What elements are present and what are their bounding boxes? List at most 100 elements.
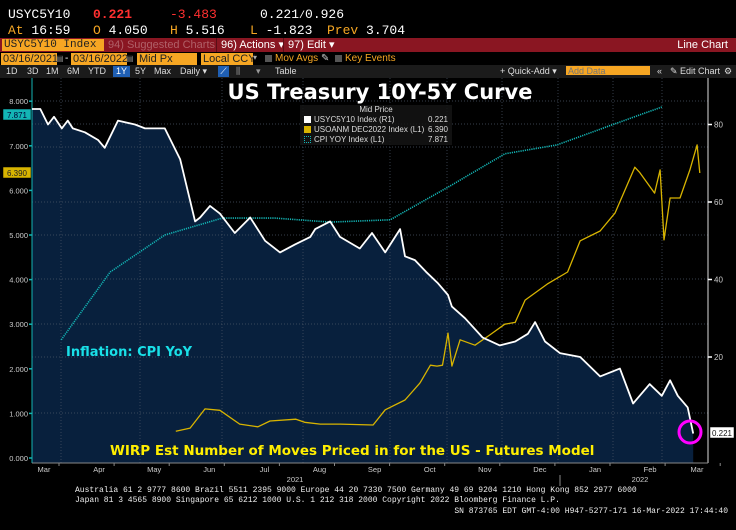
ticker: USYC5Y10 (8, 7, 71, 22)
x-tick-label: Dec (533, 465, 547, 474)
suggested-charts-button[interactable]: 94) Suggested Charts (108, 39, 216, 51)
x-tick-label: Mar (691, 465, 704, 474)
collapse-icon[interactable]: « (657, 66, 663, 76)
chart-type-label: Line Chart (677, 39, 728, 51)
high-value: 5.516 (185, 23, 225, 38)
legend-item[interactable]: USYC5Y10 Index (R1) 0.221 (304, 115, 448, 125)
legend-item[interactable]: USOANM DEC2022 Index (L1) 6.390 (304, 125, 448, 135)
year-label: 2021 (287, 475, 304, 484)
bar-chart-icon[interactable]: ⫼ (236, 66, 241, 76)
x-tick-label: Jul (260, 465, 270, 474)
left-tick-label: 6.000 (9, 186, 28, 195)
checkbox-icon[interactable] (265, 54, 272, 62)
white-swatch-icon (304, 116, 311, 124)
prev-value: 3.704 (366, 23, 406, 38)
high-label: H (170, 23, 178, 38)
pencil-icon[interactable]: ✎ (320, 53, 330, 64)
legend-axis: (L1) (370, 135, 385, 144)
range-button-1d[interactable]: 1D (6, 66, 18, 76)
mov-avgs-toggle[interactable]: Mov Avgs ✎ (265, 53, 329, 64)
price-field-select[interactable]: Mid Px (137, 53, 197, 65)
key-events-label: Key Events (345, 53, 396, 64)
legend-series-name: CPI YOY Index (314, 135, 368, 144)
tag-value: 6.390 (7, 169, 28, 178)
line-chart-icon[interactable]: ⟋ (218, 66, 229, 77)
currency-select[interactable]: Local CCY (201, 53, 256, 65)
low-field: L -1.823 (250, 23, 312, 38)
left-tick-label: 7.000 (9, 142, 28, 151)
x-tick-label: Oct (424, 465, 437, 474)
frequency-select[interactable]: Daily ▾ (180, 66, 208, 76)
security-input[interactable]: USYC5Y10 Index (2, 39, 104, 51)
key-events-toggle[interactable]: Key Events (335, 53, 396, 64)
low-value: -1.823 (265, 23, 313, 38)
legend-header: Mid Price (359, 105, 393, 114)
range-button-max[interactable]: Max (154, 66, 172, 76)
open-field: O 4.050 (93, 23, 148, 38)
x-tick-label: Feb (644, 465, 657, 474)
range-button-6m[interactable]: 6M (67, 66, 80, 76)
footer-contacts-2: Japan 81 3 4565 8900 Singapore 65 6212 1… (75, 496, 560, 505)
left-tick-label: 3.000 (9, 320, 28, 329)
date-dash: - (65, 53, 69, 64)
actions-menu[interactable]: 96) Actions ▾ (216, 38, 284, 52)
legend-item[interactable]: CPI YOY Index (L1) 7.871 (304, 135, 448, 145)
range-button-ytd[interactable]: YTD (88, 66, 106, 76)
edit-menu[interactable]: 97) Edit ▾ (283, 38, 335, 52)
wirp-moves-line (175, 144, 701, 432)
wirp-last-value-tag: 6.390 (2, 166, 32, 179)
x-tick-label: Mar (38, 465, 51, 474)
range-button-1y[interactable]: 1Y (113, 66, 131, 77)
x-tick-label: Apr (93, 465, 105, 474)
dotted-swatch-icon (304, 136, 311, 144)
left-tick-label: 0.000 (9, 454, 28, 463)
highlight-circle (677, 419, 703, 445)
prev-field: Prev 3.704 (327, 23, 405, 38)
legend-axis: (R1) (378, 115, 395, 124)
area-fill (32, 109, 694, 463)
x-tick-label: Aug (313, 465, 326, 474)
gear-icon[interactable]: ⚙ (724, 66, 733, 76)
last-price: 0.221 (93, 7, 133, 22)
footer-session: SN 873765 EDT GMT-4:00 H947-5277-171 16-… (454, 507, 728, 516)
year-label: 2022 (632, 475, 649, 484)
x-tick-label: Nov (478, 465, 492, 474)
open-label: O (93, 23, 101, 38)
cpi-yoy-line (60, 106, 663, 341)
right-tick-label: 60 (714, 198, 723, 207)
edit-chart-button[interactable]: ✎ Edit Chart (670, 66, 721, 76)
tag-value: 0.221 (712, 429, 733, 438)
chevron-down-icon[interactable]: ▾ (256, 66, 261, 76)
range-button-5y[interactable]: 5Y (135, 66, 147, 76)
legend-series-name: USOANM DEC2022 Index (314, 125, 408, 134)
quick-add-button[interactable]: + Quick-Add ▾ (500, 66, 557, 76)
x-tick-label: May (147, 465, 161, 474)
end-date-input[interactable]: 03/16/2022 (71, 53, 129, 65)
left-tick-label: 2.000 (9, 365, 28, 374)
legend-series-name: USYC5Y10 Index (314, 115, 377, 124)
bid-ask: 0.221/0.926 (260, 7, 344, 22)
mov-avgs-label: Mov Avgs (275, 53, 319, 64)
chart-legend: Mid Price USYC5Y10 Index (R1) 0.221 USOAN… (300, 105, 452, 145)
chart-title: US Treasury 10Y-5Y Curve (228, 80, 533, 104)
left-tick-label: 1.000 (9, 409, 28, 418)
add-data-input[interactable] (566, 66, 650, 75)
right-tick-label: 40 (714, 276, 723, 285)
right-tick-label: 20 (714, 353, 723, 362)
low-label: L (250, 23, 258, 38)
calendar-icon[interactable]: ▤ (126, 54, 134, 63)
settings-row: 03/16/2021 ▤ - 03/16/2022 ▤ Mid Px Local… (0, 52, 736, 65)
high-field: H 5.516 (170, 23, 225, 38)
table-button[interactable]: Table (275, 66, 297, 76)
range-button-3d[interactable]: 3D (27, 66, 39, 76)
start-date-input[interactable]: 03/16/2021 (1, 53, 59, 65)
x-tick-label: Jun (203, 465, 215, 474)
range-button-1m[interactable]: 1M (46, 66, 59, 76)
calendar-icon[interactable]: ▤ (56, 54, 64, 63)
checkbox-icon[interactable] (335, 54, 342, 62)
prev-label: Prev (327, 23, 359, 38)
chevron-down-icon[interactable]: ▾ (253, 53, 258, 62)
tag-background (709, 426, 735, 439)
